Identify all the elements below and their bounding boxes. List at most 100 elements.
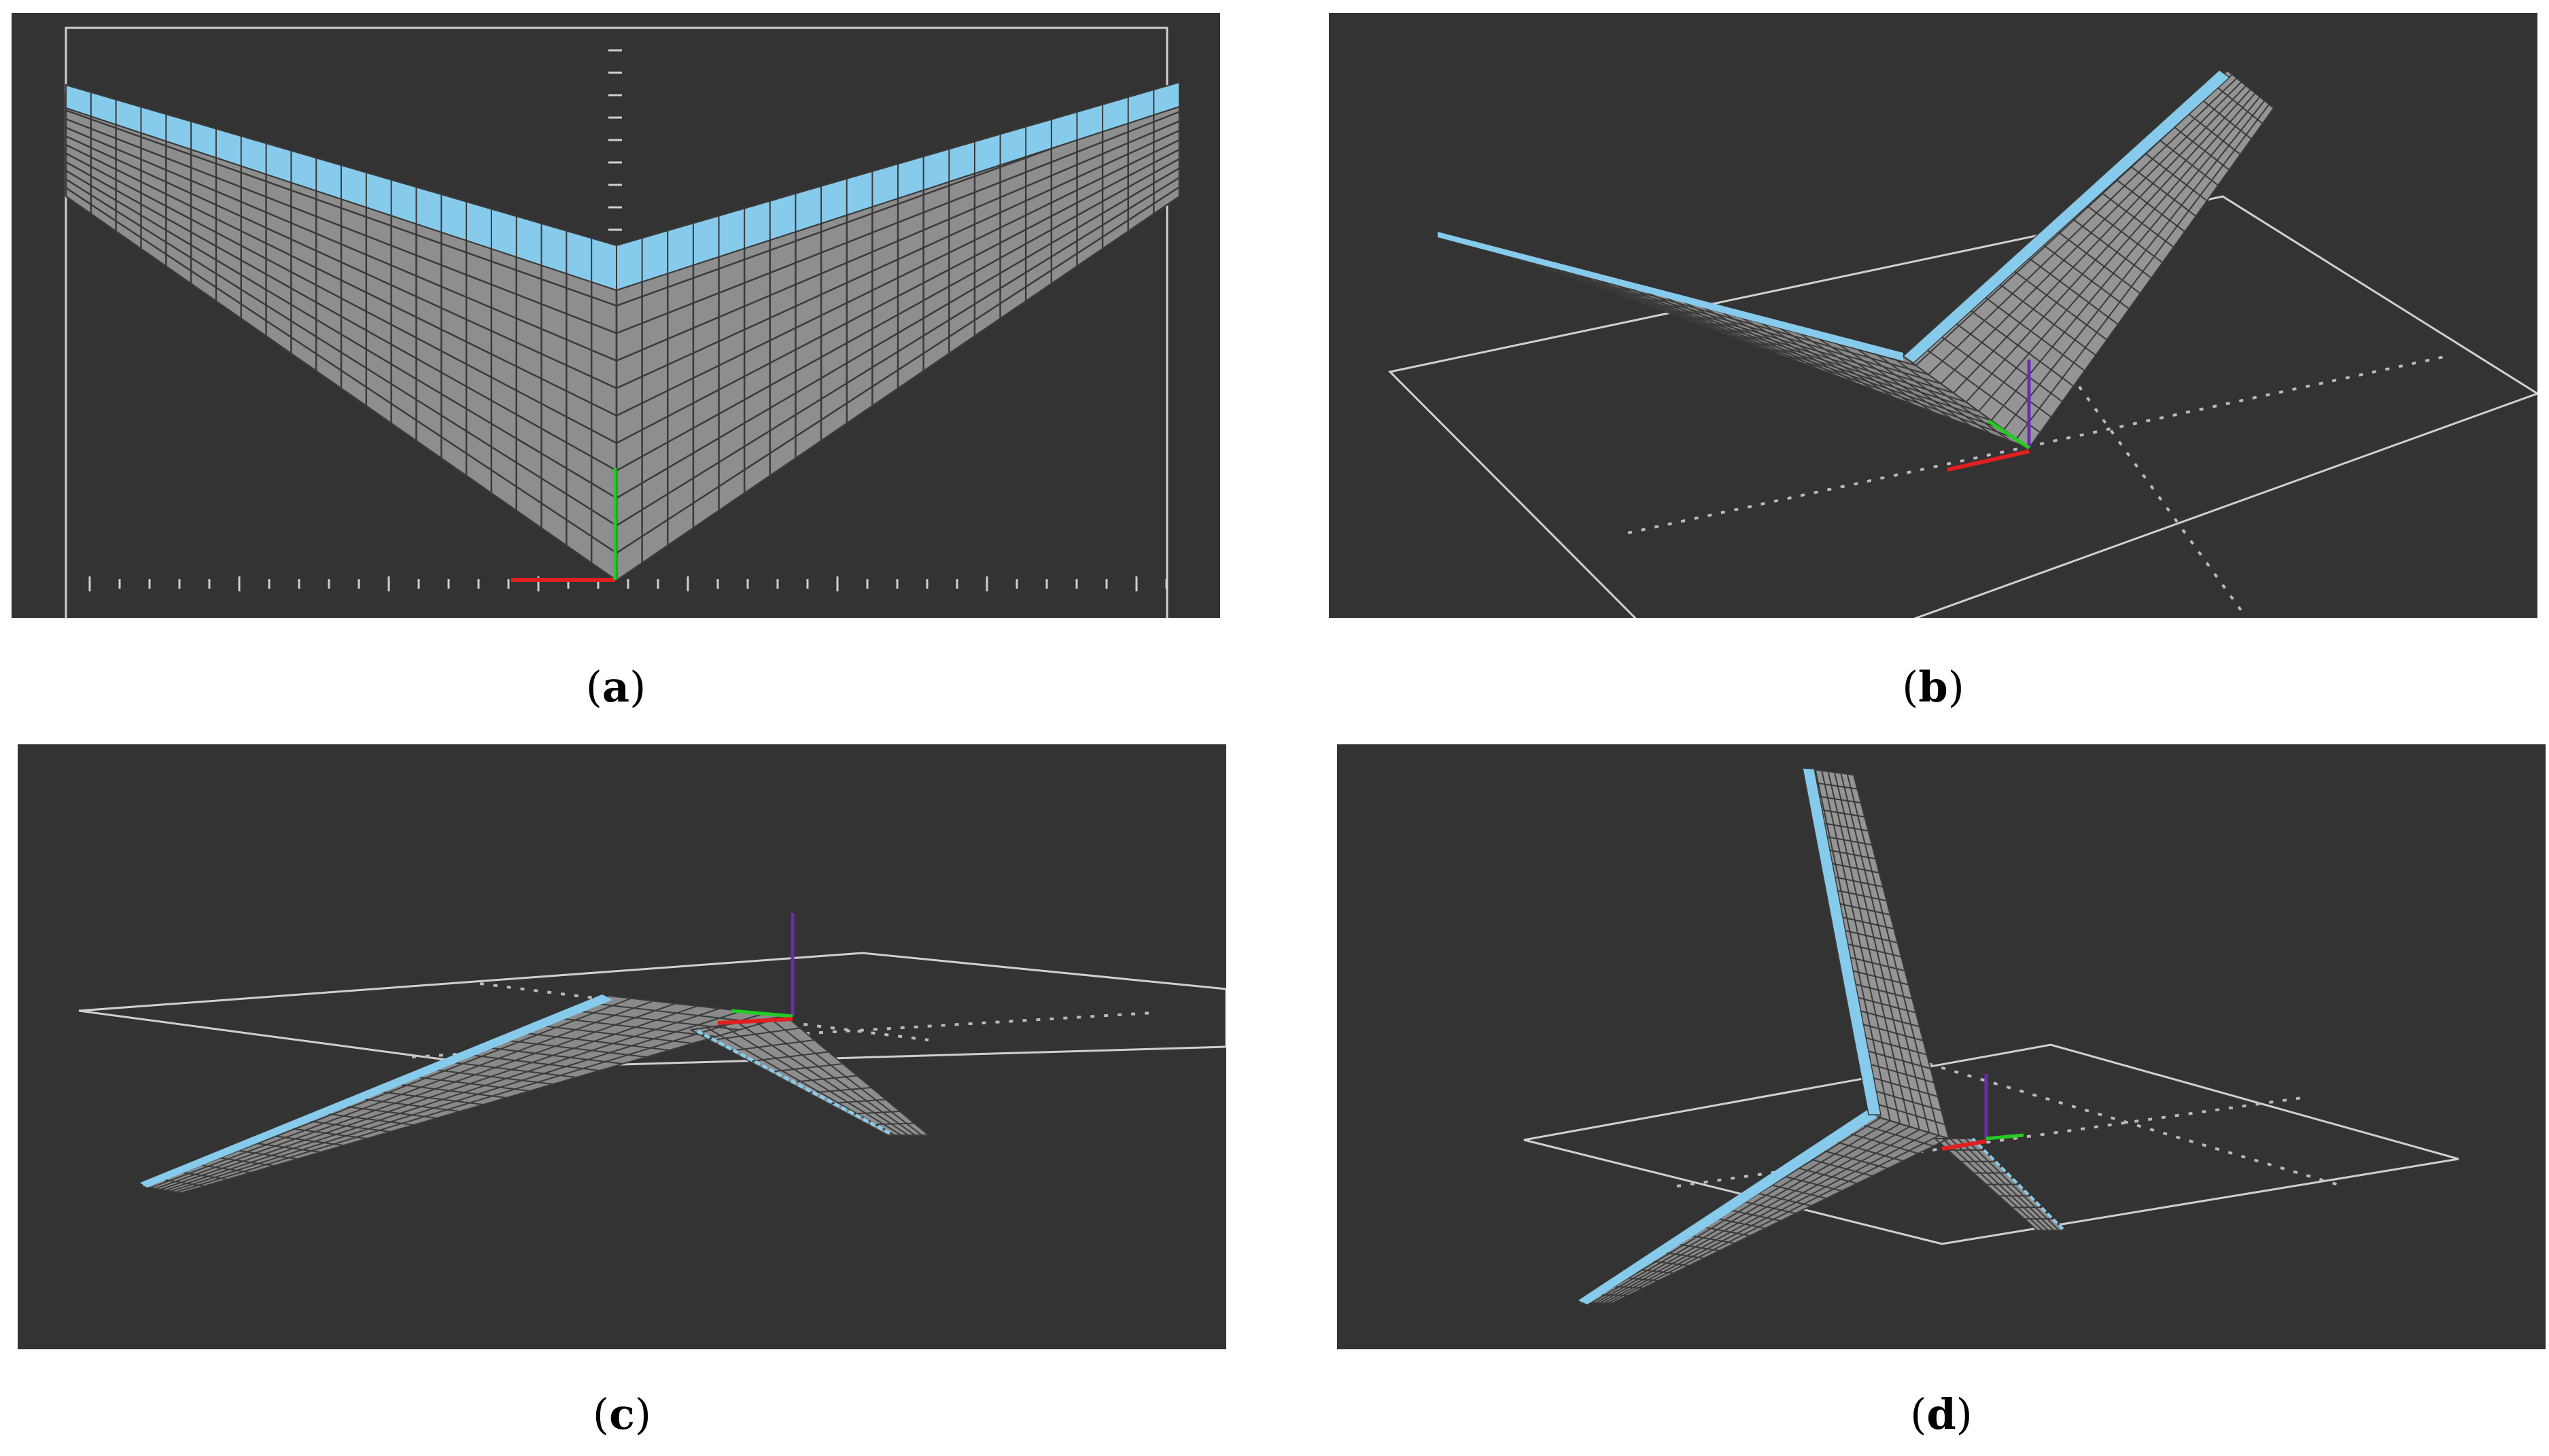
vertical-wing-surface	[1803, 768, 1949, 1139]
mesh-line	[1846, 774, 1940, 1136]
mesh-line	[738, 1022, 909, 1136]
mesh-line	[180, 1016, 786, 1194]
x-axis-arrow	[1941, 1139, 1987, 1151]
mesh-line	[616, 167, 1180, 499]
grid-dashed-axis	[2014, 297, 2248, 618]
axis-ticks-horizontal	[88, 576, 1168, 591]
viewport-top-view	[12, 13, 1220, 618]
mesh-line	[1833, 772, 1920, 1130]
mesh-line	[150, 1000, 654, 1189]
mesh-line	[1821, 770, 1901, 1124]
wing-mesh-low-angle-view	[78, 913, 1226, 1194]
mesh-line	[616, 186, 1180, 554]
mesh-line	[1612, 1138, 1949, 1304]
mesh-line	[65, 187, 617, 554]
mesh-line	[1964, 1138, 2060, 1231]
mesh-line	[170, 1010, 742, 1192]
y-axis-arrow	[731, 1009, 793, 1018]
mesh-line	[753, 1020, 916, 1136]
ground-grid-plane	[1387, 195, 2537, 618]
left-leading-edge	[1438, 232, 1903, 361]
y-axis-arrow	[1986, 1133, 2024, 1141]
mesh-line	[616, 158, 1180, 472]
mesh-line	[769, 1018, 922, 1136]
mesh-line	[690, 1029, 888, 1136]
mesh-line	[2028, 107, 2274, 449]
mesh-line	[65, 195, 617, 582]
mesh-line	[1940, 81, 2242, 385]
mesh-line	[1586, 1120, 1891, 1304]
mesh-line	[1935, 1138, 2038, 1231]
mesh-line	[1957, 1138, 2054, 1231]
mesh-line	[145, 997, 631, 1188]
grid-boundary	[65, 27, 1168, 618]
right-leading-edge	[1902, 69, 2231, 364]
mesh-line	[616, 82, 1180, 246]
mesh-line	[1853, 774, 1949, 1139]
right-leading-edge	[1971, 1137, 2066, 1232]
mesh-line	[65, 161, 617, 472]
grid-dashed-axis	[1627, 355, 2448, 534]
mesh-line	[1949, 1138, 2049, 1231]
mesh-line	[165, 1007, 720, 1192]
mesh-line	[1608, 1134, 1940, 1304]
mesh-line	[1978, 92, 2256, 412]
ground-grid-plane	[1523, 1043, 2459, 1245]
mesh-line	[785, 1016, 929, 1136]
x-axis-arrow	[717, 1017, 793, 1025]
mesh-line	[1928, 77, 2238, 375]
viewport-oblique-view	[1337, 744, 2546, 1349]
mesh-line	[616, 130, 1180, 389]
mesh-line	[1599, 1128, 1920, 1304]
x-axis-arrow	[1947, 449, 2030, 472]
mesh-line	[65, 169, 617, 499]
mesh-line	[65, 152, 617, 445]
mesh-line	[616, 111, 1180, 334]
mesh-line	[65, 109, 617, 307]
mesh-line	[65, 126, 617, 362]
caption-d: (d)	[1910, 1389, 1973, 1439]
ground-grid-plane	[78, 952, 1226, 1069]
mesh-line	[155, 1003, 676, 1190]
mesh-line	[616, 148, 1180, 445]
mesh-line	[175, 1013, 764, 1193]
right-leading-edge	[696, 1029, 892, 1136]
mesh-line	[1965, 88, 2251, 403]
mesh-line	[2003, 100, 2266, 430]
left-leading-edge	[1578, 1110, 1877, 1304]
mesh-line	[1953, 85, 2247, 394]
wing-mesh-isometric-view	[1387, 69, 2537, 618]
mesh-line	[65, 84, 617, 246]
mesh-line	[1827, 771, 1911, 1127]
mesh-line	[616, 120, 1180, 362]
mesh-line	[2015, 103, 2270, 440]
mesh-line	[65, 118, 617, 334]
mesh-line	[160, 1005, 698, 1190]
mesh-line	[1476, 245, 1941, 385]
mesh-line	[65, 107, 617, 291]
mesh-line	[1591, 1123, 1901, 1304]
wing-mesh-top-view	[65, 27, 1181, 618]
mesh-line	[1990, 96, 2261, 421]
mesh-line	[1942, 1138, 2043, 1231]
mesh-line	[616, 106, 1180, 291]
caption-c: (c)	[592, 1389, 652, 1439]
y-axis-arrow	[1987, 419, 2030, 450]
mesh-line	[1814, 769, 1891, 1121]
right-wing-surface	[1903, 71, 2274, 448]
viewport-isometric-view	[1329, 13, 2537, 618]
mesh-line	[706, 1026, 895, 1136]
caption-b: (b)	[1902, 662, 1964, 712]
mesh-line	[65, 143, 617, 417]
right-wing-surface	[691, 1016, 929, 1135]
mesh-line	[616, 177, 1180, 527]
mesh-line	[1489, 249, 1954, 394]
vertical-leading-edge	[1802, 767, 1882, 1115]
mesh-line	[616, 195, 1180, 582]
mesh-line	[1840, 773, 1930, 1133]
mesh-line	[1595, 1126, 1910, 1304]
mesh-line	[65, 135, 617, 389]
caption-a: (a)	[585, 662, 646, 712]
mesh-line	[1603, 1132, 1930, 1304]
viewport-low-angle-view	[18, 744, 1226, 1349]
